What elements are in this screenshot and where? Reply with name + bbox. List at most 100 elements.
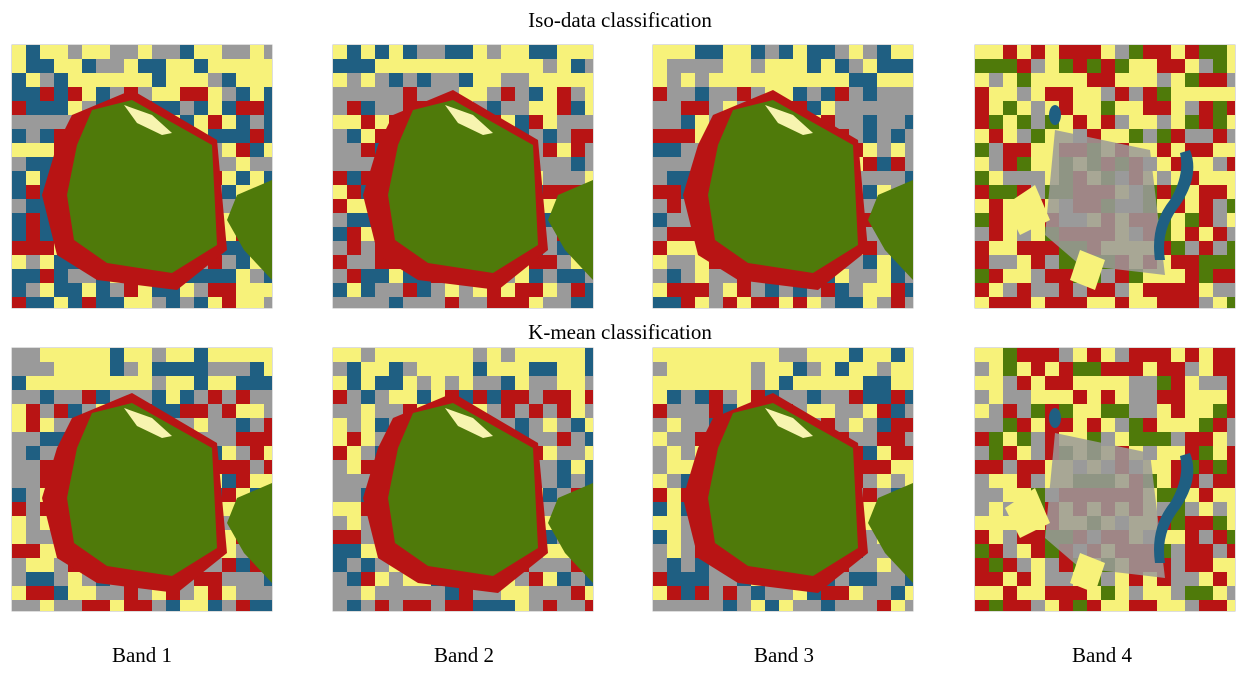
map-cell	[975, 157, 989, 171]
map-cell	[501, 87, 515, 101]
map-cell	[1213, 297, 1227, 308]
map-cell	[333, 418, 347, 432]
map-cell	[403, 87, 417, 101]
map-cell	[571, 101, 585, 115]
map-cell	[863, 572, 877, 586]
map-lake	[1049, 105, 1061, 125]
map-cell	[222, 87, 236, 101]
map-cell	[905, 586, 913, 600]
map-cell	[695, 45, 709, 59]
map-cell	[389, 348, 403, 362]
map-cell	[26, 558, 40, 572]
map-cell	[222, 600, 236, 611]
map-cell	[975, 544, 989, 558]
column-label: Band 4	[1072, 643, 1133, 667]
map-cell	[222, 474, 236, 488]
map-cell	[905, 283, 913, 297]
map-cell	[487, 348, 501, 362]
map-cell	[751, 376, 765, 390]
map-cell	[501, 390, 515, 404]
map-cell	[877, 418, 891, 432]
map-cell	[12, 45, 26, 59]
map-cell	[737, 586, 751, 600]
map-cell	[459, 376, 473, 390]
map-cell	[347, 157, 361, 171]
map-cell	[264, 404, 272, 418]
map-cell	[989, 129, 1003, 143]
map-cell	[403, 297, 417, 308]
map-cell	[1185, 227, 1199, 241]
map-cell	[375, 376, 389, 390]
map-cell	[905, 73, 913, 87]
map-cell	[1199, 157, 1213, 171]
map-cell	[1157, 418, 1171, 432]
map-cell	[68, 572, 82, 586]
map-cell	[54, 586, 68, 600]
map-cell	[347, 348, 361, 362]
map-cell	[82, 87, 96, 101]
map-cell	[1003, 404, 1017, 418]
map-cell	[863, 297, 877, 308]
map-cell	[222, 488, 236, 502]
map-cell	[543, 488, 557, 502]
map-cell	[26, 572, 40, 586]
map-cell	[333, 460, 347, 474]
map-cell	[695, 362, 709, 376]
map-cell	[989, 530, 1003, 544]
map-cell	[166, 348, 180, 362]
map-cell	[222, 115, 236, 129]
map-cell	[1171, 404, 1185, 418]
map-cell	[1115, 59, 1129, 73]
map-cell	[975, 199, 989, 213]
map-cell	[849, 348, 863, 362]
map-cell	[1017, 600, 1031, 611]
map-cell	[417, 390, 431, 404]
map-cell	[361, 558, 375, 572]
map-cell	[765, 376, 779, 390]
map-cell	[557, 600, 571, 611]
map-cell	[891, 129, 905, 143]
map-cell	[529, 59, 543, 73]
map-cell	[585, 115, 593, 129]
map-cell	[667, 241, 681, 255]
map-cell	[1213, 502, 1227, 516]
map-cell	[821, 376, 835, 390]
map-cell	[723, 283, 737, 297]
map-cell	[1227, 572, 1235, 586]
map-cell	[653, 460, 667, 474]
map-cell	[26, 213, 40, 227]
map-cell	[1003, 227, 1017, 241]
map-cell	[333, 488, 347, 502]
map-cell	[417, 283, 431, 297]
map-cell	[1003, 101, 1017, 115]
map-cell	[975, 87, 989, 101]
map-cell	[1171, 516, 1185, 530]
map-cell	[1227, 101, 1235, 115]
map-cell	[543, 101, 557, 115]
map-cell	[208, 59, 222, 73]
map-cell	[1157, 143, 1171, 157]
map-cell	[236, 460, 250, 474]
map-cell	[681, 115, 695, 129]
map-cell	[250, 600, 264, 611]
map-cell	[487, 87, 501, 101]
map-cell	[1157, 283, 1171, 297]
map-cell	[1199, 45, 1213, 59]
map-cell	[835, 348, 849, 362]
map-cell	[26, 488, 40, 502]
map-cell	[1115, 376, 1129, 390]
map-cell	[1227, 418, 1235, 432]
map-cell	[571, 446, 585, 460]
map-cell	[1017, 143, 1031, 157]
map-cell	[1003, 87, 1017, 101]
map-cell	[695, 269, 709, 283]
map-cell	[1045, 572, 1059, 586]
map-cell	[1199, 390, 1213, 404]
map-cell	[849, 390, 863, 404]
map-cell	[417, 362, 431, 376]
map-cell	[1143, 129, 1157, 143]
map-cell	[667, 213, 681, 227]
map-cell	[891, 73, 905, 87]
map-cell	[543, 586, 557, 600]
map-cell	[487, 59, 501, 73]
